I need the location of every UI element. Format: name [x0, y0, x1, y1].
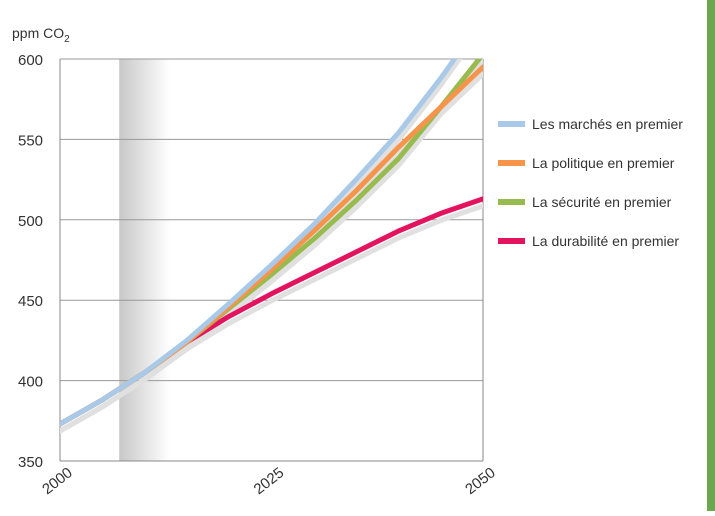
- y-tick-label: 450: [18, 293, 43, 310]
- y-axis-label-main: ppm CO: [12, 25, 64, 41]
- y-tick-label: 400: [18, 374, 43, 391]
- legend-swatch-1: [498, 160, 525, 166]
- y-tick-label: 550: [18, 132, 43, 149]
- y-axis-label: ppm CO2: [12, 25, 70, 45]
- y-tick-label: 600: [18, 52, 43, 69]
- series-line-0: [60, 59, 458, 427]
- legend-label-2: La sécurité en premier: [532, 194, 672, 210]
- y-tick-label: 500: [18, 213, 43, 230]
- y-axis-label-sub: 2: [64, 34, 70, 45]
- shaded-region: [119, 59, 170, 461]
- legend-swatch-2: [498, 199, 525, 205]
- legend-swatch-3: [498, 238, 525, 244]
- series-shadow-3: [60, 203, 483, 434]
- frame-gap: [705, 0, 707, 511]
- legend-label-1: La politique en premier: [532, 155, 675, 171]
- x-tick-label: 2000: [39, 464, 76, 498]
- legend-label-3: La durabilité en premier: [532, 233, 679, 249]
- x-tick-label: 2025: [251, 464, 288, 498]
- legend-swatch-0: [498, 121, 525, 127]
- legend-label-0: Les marchés en premier: [532, 116, 683, 132]
- x-tick-label: 2050: [462, 464, 499, 498]
- frame-border: [707, 0, 715, 511]
- y-tick-label: 350: [18, 454, 43, 471]
